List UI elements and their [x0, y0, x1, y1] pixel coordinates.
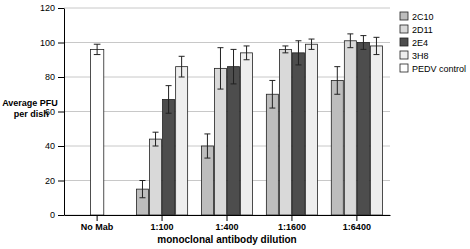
bar [344, 41, 356, 215]
tick: 0 [50, 210, 64, 220]
legend-item: 2D11 [400, 25, 433, 35]
legend-item: 2C10 [400, 12, 434, 22]
legend-label: 2D11 [412, 25, 433, 35]
bar [241, 53, 253, 215]
bar [266, 94, 278, 215]
chart: 020406080100120No Mab1:1001:4001:16001:6… [0, 0, 470, 249]
tick: No Mab [81, 215, 114, 232]
error-bar [139, 181, 145, 198]
tick: 1:100 [151, 215, 174, 232]
grid-line [64, 42, 390, 43]
legend-swatch [400, 38, 408, 46]
bar [279, 49, 291, 215]
tick-label: 1:400 [215, 222, 238, 232]
tick-label: 120 [40, 3, 55, 13]
bar [214, 68, 226, 215]
bar [90, 49, 103, 215]
error-bar [204, 134, 210, 158]
tick: 40 [45, 141, 64, 151]
tick-mark [291, 215, 292, 221]
bar [292, 53, 304, 215]
legend-item: 2E4 [400, 38, 428, 48]
error-bar [269, 80, 275, 108]
grid-line [64, 77, 390, 78]
tick-mark [227, 215, 228, 221]
legend-label: 2E4 [412, 38, 428, 48]
error-bar [347, 34, 353, 48]
error-bar [309, 39, 315, 49]
bars [90, 34, 382, 215]
tick-label: 80 [45, 72, 55, 82]
error-bar [295, 41, 301, 65]
error-bar [360, 36, 366, 50]
tick: 100 [40, 38, 64, 48]
tick-mark [58, 181, 64, 182]
legend-item: PEDV control [400, 64, 466, 74]
error-bar [373, 37, 379, 54]
error-bar [244, 46, 250, 60]
tick-label: 20 [45, 176, 55, 186]
x-axis-title: monoclonal antibody dilution [157, 234, 296, 245]
legend-swatch [400, 51, 408, 59]
legend-label: PEDV control [412, 64, 466, 74]
tick-label: 1:1600 [278, 222, 306, 232]
legend-label: 2C10 [412, 12, 434, 22]
tick: 1:400 [215, 215, 238, 232]
tick-mark [97, 215, 98, 221]
legend-item: 3H8 [400, 51, 429, 61]
tick: 80 [45, 72, 64, 82]
tick-mark [58, 112, 64, 113]
tick-label: 40 [45, 141, 55, 151]
legend-swatch [400, 25, 408, 33]
bar [370, 46, 382, 215]
error-bar [282, 46, 288, 53]
bar [176, 67, 188, 215]
tick-label: 100 [40, 38, 55, 48]
bar [163, 99, 175, 215]
error-bar [179, 56, 185, 77]
legend-swatch [400, 12, 408, 20]
legend-swatch [400, 64, 408, 72]
tick-mark [58, 8, 64, 9]
tick: 20 [45, 176, 64, 186]
tick: 1:1600 [278, 215, 306, 232]
error-bar [153, 132, 159, 146]
bar [150, 139, 162, 215]
tick-mark [356, 215, 357, 221]
bar [331, 80, 343, 215]
bar [306, 44, 318, 215]
tick-mark [58, 43, 64, 44]
legend: 2C10 2D11 2E4 3H8 PEDV control [400, 12, 466, 74]
error-bar [231, 49, 237, 84]
error-bar [334, 67, 340, 95]
axis-line [64, 9, 65, 216]
grid-line [64, 8, 390, 9]
tick-label: 1:6400 [343, 222, 371, 232]
y-axis-title: Average PFU per dish [2, 98, 58, 119]
tick: 120 [40, 3, 64, 13]
legend-label: 3H8 [412, 51, 429, 61]
tick-mark [162, 215, 163, 221]
tick-mark [58, 77, 64, 78]
tick: 1:6400 [343, 215, 371, 232]
tick-label: No Mab [81, 222, 114, 232]
x-axis: No Mab 1:100 1:400 1:1600 1:6400 [65, 215, 391, 232]
error-bar [94, 44, 101, 54]
plot: 020406080100120No Mab1:1001:4001:16001:6… [40, 3, 391, 232]
error-bar [217, 48, 223, 89]
bar [357, 43, 369, 216]
error-bar [166, 86, 172, 114]
tick-mark [58, 146, 64, 147]
tick-label: 1:100 [151, 222, 174, 232]
grid [64, 8, 390, 215]
tick-label: 0 [50, 210, 55, 220]
bar [228, 67, 240, 215]
tick-mark [58, 215, 64, 216]
